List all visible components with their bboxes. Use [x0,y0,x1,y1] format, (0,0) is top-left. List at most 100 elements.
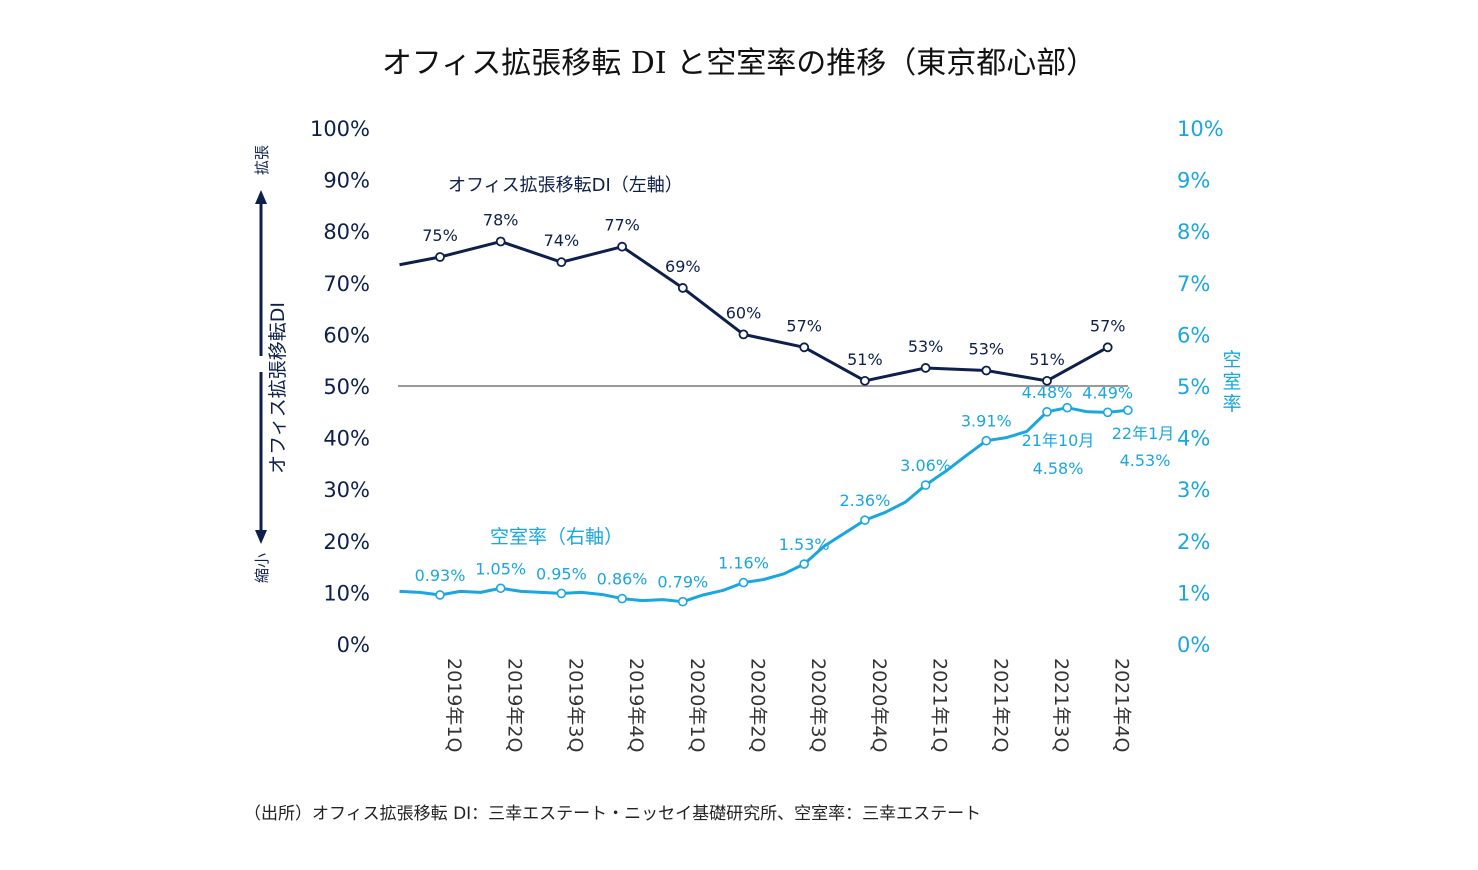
left-tick-label: 30% [323,478,370,502]
vacancy-point [556,588,567,599]
di-data-label: 57% [786,316,822,335]
vacancy-data-label: 0.86% [597,570,648,589]
vacancy-point [920,480,931,490]
di-data-label: 74% [544,231,580,250]
di-point [1042,375,1052,386]
annotation-jan22-label: 22年1月 [1112,424,1175,443]
arrow-bottom-label: 縮小 [253,553,271,583]
right-tick-label: 3% [1177,478,1210,502]
right-tick-label: 7% [1177,272,1210,296]
right-tick-label: 9% [1177,169,1210,193]
x-tick-label: 2021年2Q [989,658,1011,752]
vacancy-point [677,596,688,607]
di-series-group: 75% 78% 74% 77% 69% 60% 57% 51% 53% 53% 51% 57% [399,211,1126,386]
x-tick-label: 2020年3Q [807,658,829,752]
vacancy-data-label: 4.49% [1082,383,1133,402]
left-tick-label: 100% [310,117,370,141]
x-tick-label: 2019年1Q [443,658,465,752]
di-data-label: 78% [483,211,519,230]
right-axis-ticks: 0% 1% 2% 3% 4% 5% 6% 7% 8% 9% 10% [1177,117,1224,657]
vacancy-data-label: 0.79% [657,573,708,592]
vacancy-data-label: 3.06% [900,456,951,475]
vacancy-point [860,515,870,525]
di-data-label: 51% [847,350,883,369]
vacancy-series-title: 空室率（右軸） [490,526,623,548]
x-tick-label: 2021年3Q [1050,658,1072,752]
vacancy-point [1102,407,1113,418]
di-point [738,329,749,340]
x-tick-label: 2019年4Q [625,658,647,752]
vacancy-point [799,559,810,569]
di-data-label: 77% [604,216,640,235]
x-tick-label: 2019年2Q [504,658,526,752]
arrow-up-head [255,190,267,204]
right-tick-label: 5% [1177,375,1210,399]
right-tick-label: 0% [1177,633,1210,657]
x-tick-label: 2021年1Q [929,658,951,752]
left-tick-label: 10% [323,581,370,605]
vacancy-point [1042,406,1052,417]
di-point [495,236,506,247]
left-tick-label: 80% [323,220,370,244]
di-point [1102,342,1113,353]
di-point [981,365,992,376]
vacancy-point [738,577,749,588]
left-axis-title: オフィス拡張移転DI [267,302,289,474]
di-point [860,375,870,386]
vacancy-series-group: 0.93% 1.05% 0.95% 0.86% 0.79% 1.16% 1.53% 2.36%… [399,383,1175,607]
vacancy-data-label: 1.16% [718,554,769,573]
vacancy-point [1062,402,1073,413]
right-tick-label: 6% [1177,323,1210,347]
di-point [677,283,688,293]
di-point [920,363,931,373]
di-point [799,342,810,353]
vacancy-data-label: 0.95% [536,564,587,583]
di-data-label: 57% [1090,316,1126,335]
x-tick-label: 2020年4Q [868,658,890,752]
di-series-title: オフィス拡張移転DI（左軸） [448,175,683,196]
x-axis-ticks: 2019年1Q 2019年2Q 2019年3Q 2019年4Q 2020年1Q 2020年… [443,658,1133,752]
left-tick-label: 50% [323,375,370,399]
vacancy-point [981,435,992,446]
x-tick-label: 2021年4Q [1111,658,1133,752]
vacancy-data-label: 2.36% [839,491,890,510]
di-data-label: 53% [908,337,944,356]
vacancy-point [435,590,445,600]
arrow-down-head [255,530,267,544]
x-tick-label: 2019年3Q [564,658,586,752]
vacancy-data-label: 4.48% [1022,383,1073,402]
right-tick-label: 4% [1177,427,1210,451]
vacancy-point [1123,405,1133,416]
right-tick-label: 1% [1177,581,1210,605]
di-data-label: 75% [422,226,458,245]
di-data-label: 51% [1029,350,1065,369]
right-axis-title-char: 室 [1222,371,1241,393]
di-data-label: 69% [665,257,701,276]
vacancy-data-label: 3.91% [961,412,1012,431]
annotation-oct21-label: 21年10月 [1022,431,1095,450]
x-tick-label: 2020年1Q [686,658,708,752]
right-tick-label: 8% [1177,220,1210,244]
di-point [617,241,627,252]
right-tick-label: 2% [1177,530,1210,554]
arrow-top-label: 拡張 [253,145,271,175]
left-tick-label: 70% [323,272,370,296]
left-tick-label: 90% [323,169,370,193]
di-data-label: 53% [969,340,1005,359]
vacancy-series-line [399,406,1129,604]
right-axis-title-char: 空 [1222,349,1241,371]
annotation-oct21-value: 4.58% [1033,459,1084,478]
vacancy-data-label: 0.93% [415,566,466,585]
left-tick-label: 40% [323,427,370,451]
di-data-label: 60% [726,303,762,322]
left-tick-label: 0% [337,633,370,657]
vacancy-data-label: 1.05% [475,559,526,578]
left-tick-label: 20% [323,530,370,554]
annotation-jan22-value: 4.53% [1120,451,1171,470]
right-tick-label: 10% [1177,117,1224,141]
vacancy-point [495,583,506,594]
vacancy-point [617,593,627,604]
vacancy-data-label: 1.53% [779,535,830,554]
